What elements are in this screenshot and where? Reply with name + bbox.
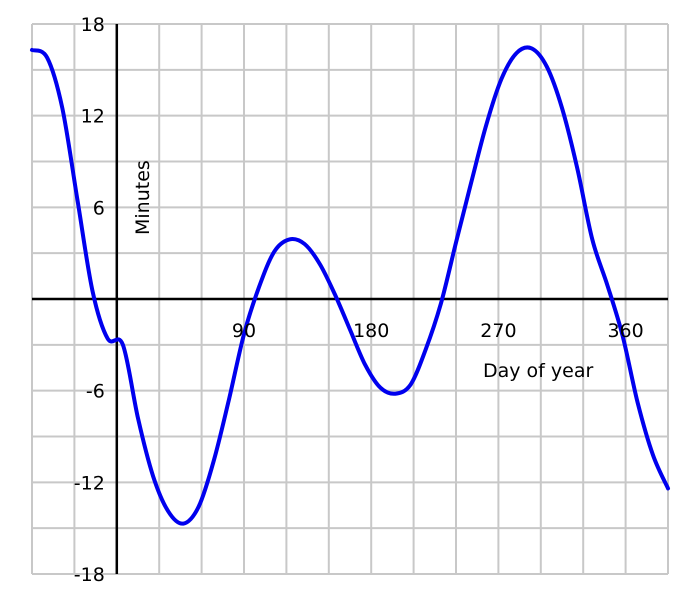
y-tick-label: 12	[81, 106, 105, 128]
y-tick-label: -6	[86, 381, 105, 403]
x-tick-label: 90	[232, 320, 256, 342]
x-tick-label: 180	[353, 320, 389, 342]
x-tick-label: 270	[480, 320, 516, 342]
axes	[32, 24, 668, 574]
x-tick-label: 360	[607, 320, 643, 342]
y-tick-label: -18	[74, 564, 105, 586]
x-axis-label: Day of year	[483, 360, 593, 382]
y-tick-label: 18	[81, 14, 105, 36]
y-axis-label: Minutes	[132, 160, 154, 235]
y-tick-label: 6	[93, 197, 105, 219]
y-tick-label: -12	[74, 472, 105, 494]
series-line	[32, 47, 668, 523]
